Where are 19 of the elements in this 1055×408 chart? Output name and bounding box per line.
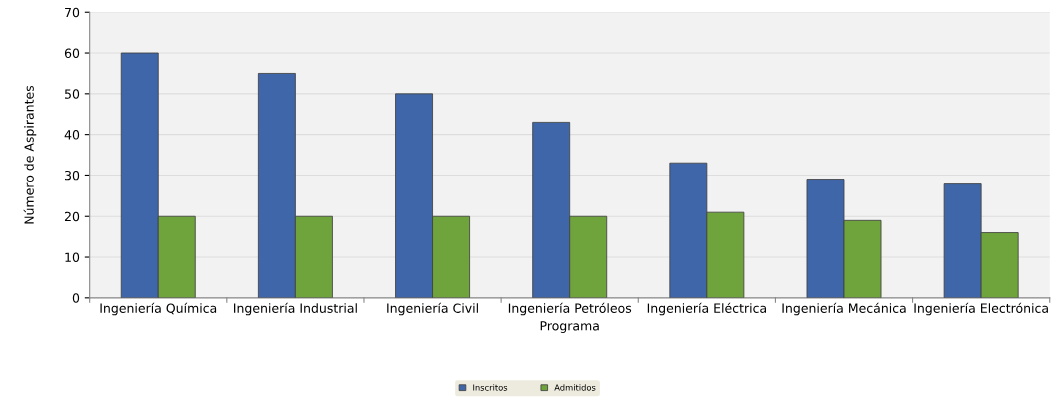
x-tick-label: Ingeniería Petróleos [508, 302, 632, 316]
y-tick-label: 20 [64, 211, 80, 222]
y-axis-title: Número de Aspirantes [23, 85, 37, 224]
y-tick-label: 30 [65, 170, 80, 181]
x-tick-label: Ingeniería Mecánica [782, 302, 906, 316]
y-tick-label: 50 [65, 89, 80, 99]
x-tick-label: Ingeniería Industrial [234, 302, 357, 316]
legend-label: Inscritos [473, 384, 508, 391]
y-tick-label: 60 [64, 48, 80, 58]
y-tick-label: 70 [65, 7, 80, 18]
y-tick-label: 40 [64, 130, 80, 140]
x-tick-label: Ingeniería Química [100, 302, 217, 316]
x-tick-label: Ingeniería Electrónica [914, 302, 1048, 316]
x-tick-label: Ingeniería Civil [387, 302, 478, 316]
legend-label: Admitidos [554, 384, 596, 391]
y-tick-label: 0 [72, 293, 80, 303]
x-axis-title: Programa [540, 321, 599, 333]
y-tick-label: 10 [65, 252, 80, 262]
x-tick-label: Ingeniería Eléctrica [647, 302, 766, 316]
